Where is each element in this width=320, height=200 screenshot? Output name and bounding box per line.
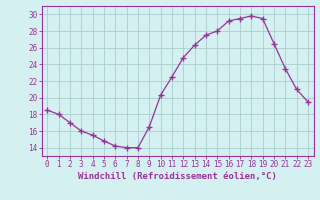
X-axis label: Windchill (Refroidissement éolien,°C): Windchill (Refroidissement éolien,°C) bbox=[78, 172, 277, 181]
